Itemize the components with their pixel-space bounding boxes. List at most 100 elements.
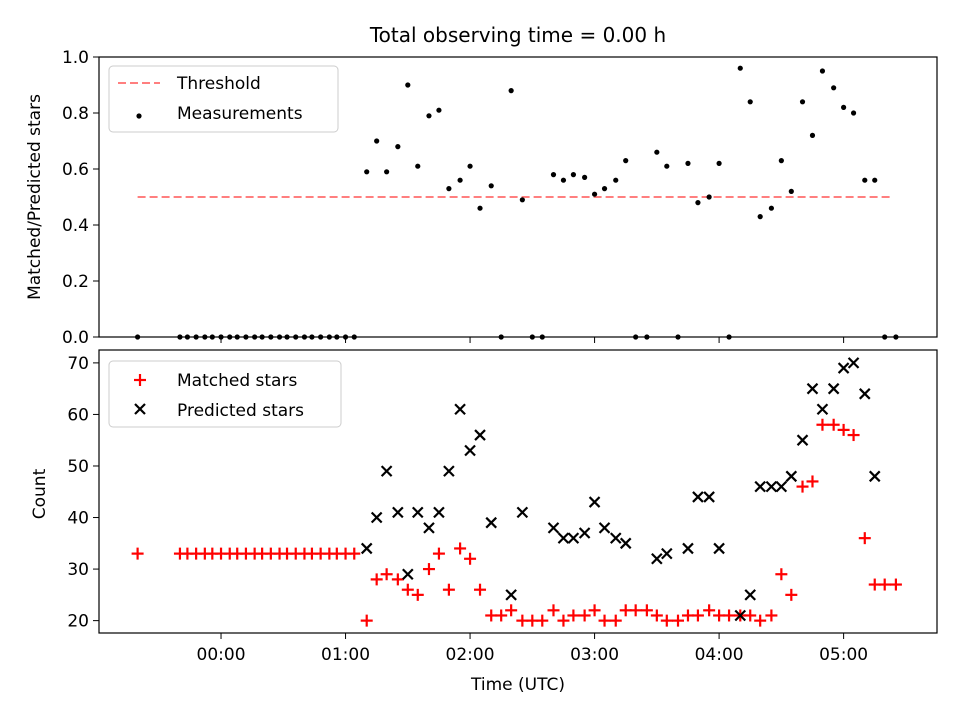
matched-star-point — [744, 609, 757, 622]
matched-star-point — [348, 547, 361, 560]
measurement-point — [446, 186, 452, 192]
predicted-star-point — [868, 470, 881, 483]
legend-box — [108, 360, 342, 428]
measurement-point — [415, 163, 421, 169]
matched-star-point — [464, 552, 477, 565]
measurement-point — [768, 205, 774, 211]
matched-star-point — [598, 614, 611, 627]
matched-star-point — [380, 568, 393, 581]
matched-star-point — [401, 583, 414, 596]
x-tick-label: 01:00 — [321, 645, 370, 665]
predicted-star-point — [423, 522, 435, 534]
measurement-point — [519, 197, 525, 203]
measurement-point — [841, 104, 847, 110]
matched-star-point — [442, 583, 455, 596]
y-tick-label: 1.0 — [62, 48, 89, 68]
x-tick-label: 05:00 — [819, 645, 868, 665]
matched-star-point — [858, 532, 871, 545]
predicted-star-point — [578, 527, 591, 539]
y-tick-label: 0.4 — [62, 216, 89, 236]
ratio-y-axis-label: Matched/Predicted stars — [25, 94, 45, 300]
matched-star-point — [391, 573, 404, 586]
y-tick-label: 0.2 — [62, 272, 89, 292]
measurement-point — [405, 82, 411, 88]
predicted-star-point — [485, 516, 498, 529]
ratio-axes-frame — [98, 56, 938, 338]
legend-matched-label: Matched stars — [177, 371, 297, 391]
matched-star-point — [660, 614, 673, 627]
predicted-star-point — [816, 403, 829, 416]
matched-star-point — [889, 578, 902, 591]
matched-star-point — [370, 573, 383, 586]
matched-star-point — [422, 563, 435, 576]
matched-star-point — [847, 429, 860, 442]
count-x-axis-label: Time (UTC) — [470, 675, 565, 695]
measurement-point — [436, 107, 442, 113]
predicted-star-point — [454, 403, 466, 416]
matched-star-point — [837, 423, 850, 436]
predicted-star-point — [370, 511, 383, 524]
predicted-star-point — [505, 589, 517, 601]
predicted-star-point — [651, 552, 663, 565]
predicted-star-point — [609, 532, 622, 544]
ratio-legend: Threshold Measurements — [108, 65, 339, 133]
matched-star-point — [131, 547, 144, 560]
measurement-point — [508, 88, 514, 94]
matched-star-point — [878, 578, 891, 591]
y-tick-label: 50 — [67, 457, 89, 477]
predicted-star-point — [682, 542, 694, 555]
measurement-point — [747, 99, 753, 105]
measurement-point — [872, 177, 878, 183]
predicted-star-point — [567, 532, 580, 544]
predicted-star-point — [598, 522, 611, 534]
y-tick-label: 30 — [67, 560, 89, 580]
matched-star-point — [806, 475, 819, 488]
matched-star-point — [432, 547, 445, 560]
measurement-point — [426, 113, 432, 119]
predicted-star-point — [661, 547, 673, 560]
matched-star-point — [547, 604, 560, 617]
x-tick-label: 02:00 — [446, 645, 495, 665]
predicted-star-point — [588, 496, 601, 508]
y-tick-label: 20 — [67, 612, 89, 632]
count-y-axis-label: Count — [30, 468, 50, 519]
legend-matched-marker — [134, 374, 146, 386]
measurement-point — [706, 194, 712, 200]
measurement-point — [716, 160, 722, 166]
y-tick-label: 0.6 — [62, 160, 89, 180]
count-data — [131, 357, 902, 627]
matched-star-point — [474, 583, 487, 596]
measurement-point — [477, 205, 483, 211]
measurement-point — [457, 177, 463, 183]
legend-measurements-label: Measurements — [177, 104, 303, 124]
y-tick-label: 40 — [67, 509, 89, 529]
measurement-point — [654, 149, 660, 155]
measurement-point — [570, 172, 577, 178]
predicted-star-point — [547, 522, 560, 534]
matched-star-point — [495, 609, 508, 622]
measurement-point — [788, 188, 794, 194]
measurement-point — [778, 158, 784, 164]
y-tick-label: 0.0 — [62, 328, 89, 348]
predicted-star-point — [847, 357, 860, 369]
legend-measurement-dot — [136, 113, 142, 119]
predicted-star-point — [765, 480, 778, 493]
matched-star-point — [536, 614, 549, 627]
measurement-point — [488, 183, 494, 189]
legend-threshold-label: Threshold — [176, 74, 261, 94]
predicted-star-point — [392, 506, 404, 519]
measurement-point — [364, 169, 370, 175]
predicted-star-point — [754, 480, 766, 493]
x-tick-label: 04:00 — [695, 645, 744, 665]
matched-star-point — [650, 609, 663, 622]
matched-star-point — [411, 588, 424, 601]
measurement-point — [591, 191, 598, 197]
matched-star-point — [796, 480, 809, 493]
ratio-data — [135, 65, 899, 340]
measurement-point — [850, 110, 857, 116]
predicted-star-point — [859, 388, 871, 400]
legend-predicted-marker — [134, 403, 146, 415]
matched-star-point — [360, 614, 373, 627]
measurement-point — [384, 169, 390, 175]
